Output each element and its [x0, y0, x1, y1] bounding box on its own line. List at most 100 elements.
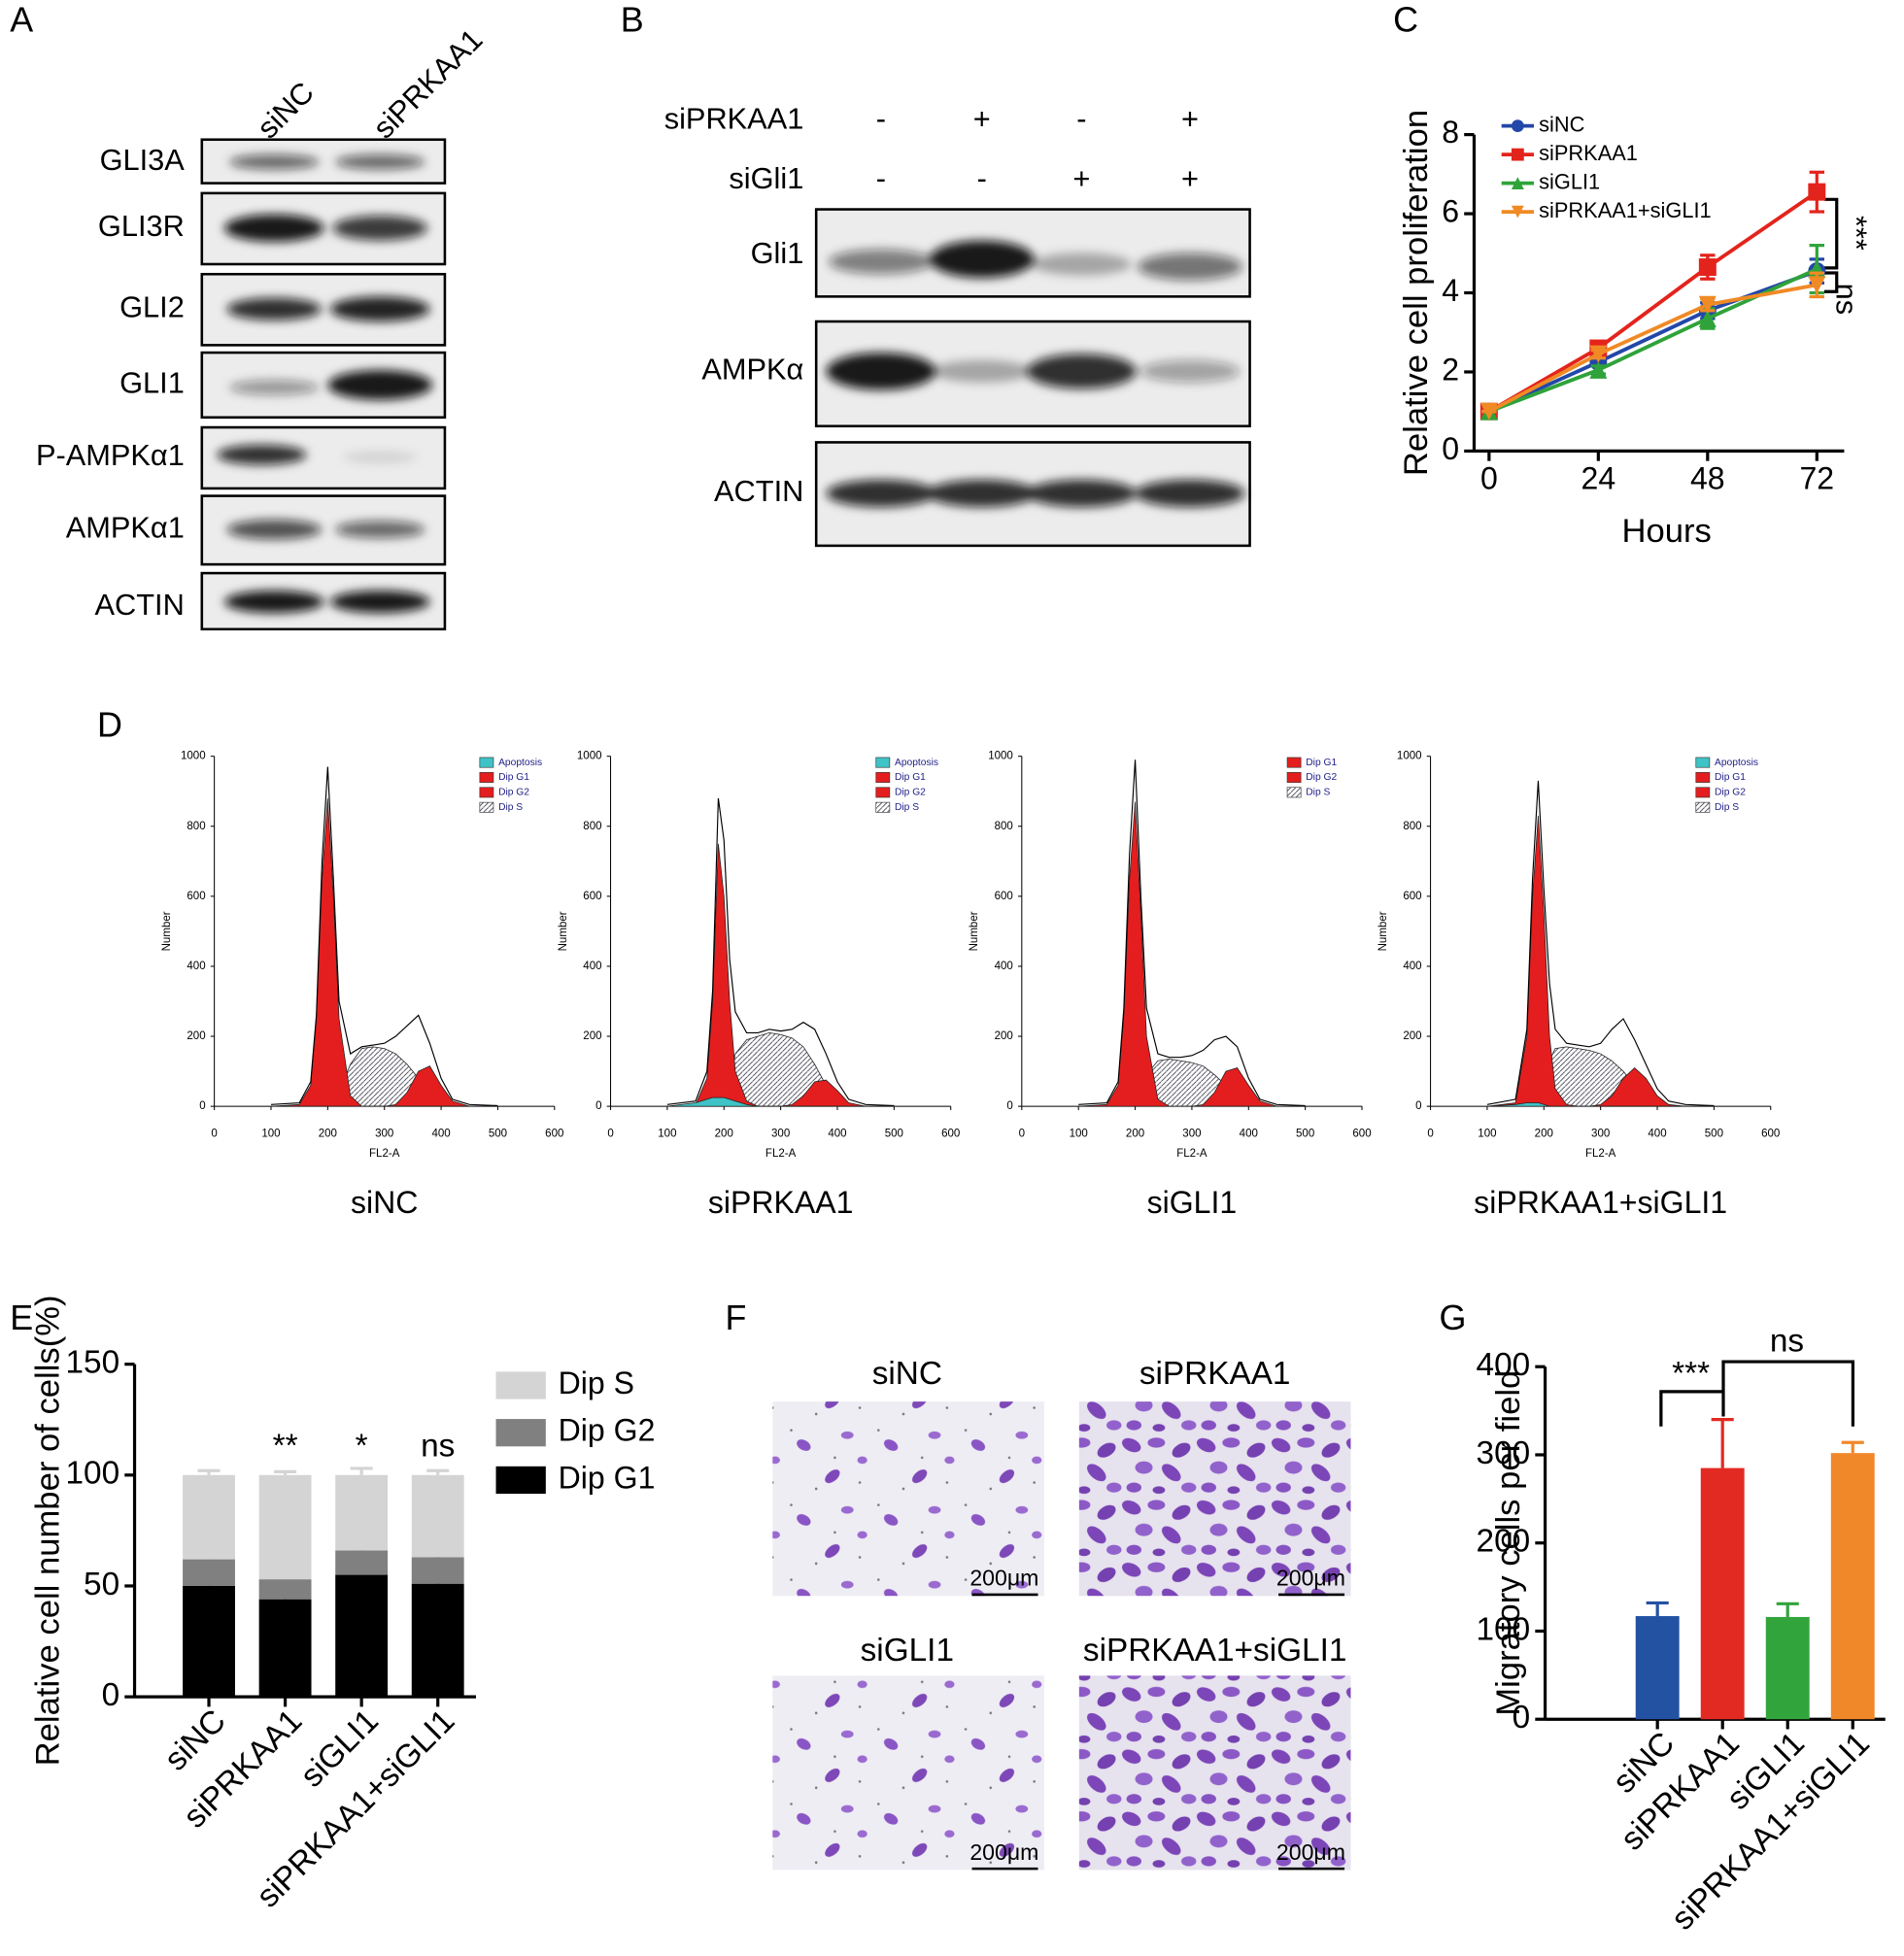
histogram-line [270, 766, 498, 1106]
bar-segment [183, 1585, 235, 1698]
legend-swatch [495, 1466, 546, 1495]
x-tick-label: 400 [1648, 1128, 1666, 1139]
marker [1589, 360, 1608, 379]
y-tick-label: 1000 [577, 751, 602, 762]
panel-label: D [97, 705, 122, 745]
y-tick-label: 200 [1477, 1524, 1531, 1560]
legend-label: siPRKAA1+siGLI1 [1539, 198, 1711, 222]
y-axis-label: Number [1377, 911, 1389, 951]
marker [1511, 148, 1524, 161]
row-label: P-AMPKα1 [36, 438, 185, 472]
legend-swatch [479, 787, 494, 798]
y-tick-label: 300 [1477, 1435, 1531, 1471]
legend-swatch [479, 801, 494, 813]
blot-a [200, 138, 447, 631]
sign: - [977, 161, 987, 195]
y-tick-label: 8 [1442, 115, 1459, 150]
y-tick-label: 150 [66, 1344, 120, 1380]
sign: + [1072, 161, 1090, 195]
marker [1698, 309, 1717, 327]
sign: - [1076, 102, 1086, 136]
x-axis-label: FL2-A [1176, 1148, 1207, 1160]
y-tick-label: 400 [187, 961, 205, 972]
y-tick-label: 100 [1477, 1611, 1531, 1647]
legend-swatch [875, 787, 891, 798]
marker [1479, 402, 1498, 421]
y-tick-label: 400 [995, 961, 1013, 972]
bar-segment [411, 1557, 464, 1584]
image-title: siPRKAA1 [1139, 1356, 1291, 1392]
row-label: ACTIN [95, 588, 185, 622]
bar [1700, 1467, 1745, 1720]
bar-segment [183, 1559, 235, 1586]
sign: + [1181, 102, 1199, 136]
scale-label: 200μm [969, 1566, 1038, 1591]
scale-label: 200μm [1276, 1839, 1345, 1865]
bar-segment [258, 1474, 312, 1580]
chart-caption: siNC [351, 1185, 418, 1220]
x-tick-label: 600 [1761, 1128, 1780, 1139]
panel-label: F [726, 1298, 747, 1337]
annotation: ns [1829, 284, 1863, 316]
y-tick-label: 1000 [988, 751, 1013, 762]
area [1078, 801, 1306, 1107]
legend-swatch [1286, 787, 1302, 798]
significance-bracket [1721, 1360, 1855, 1427]
bar [1830, 1453, 1875, 1720]
legend-label: Apoptosis [895, 758, 938, 768]
y-tick-label: 2 [1442, 352, 1459, 387]
lane-label: siNC [251, 75, 321, 145]
legend-label: Dip G2 [498, 788, 529, 798]
y-tick-label: 800 [187, 821, 205, 832]
annotation: * [356, 1428, 368, 1464]
row-label: GLI3A [100, 143, 186, 177]
histogram-line [666, 797, 895, 1106]
y-tick-label: 600 [583, 891, 601, 902]
panel-label: C [1393, 0, 1418, 40]
legend-swatch [1695, 757, 1711, 768]
annotation: ns [421, 1428, 455, 1464]
x-tick-label: 0 [211, 1128, 217, 1139]
x-tick-label: 100 [1070, 1128, 1088, 1139]
marker [1698, 258, 1717, 277]
y-tick-label: 200 [995, 1030, 1013, 1042]
legend-label: Dip G1 [1306, 758, 1337, 768]
y-tick-label: 0 [199, 1100, 205, 1112]
area [666, 1096, 895, 1107]
x-axis-label: FL2-A [765, 1148, 797, 1160]
legend-label: Dip G1 [559, 1460, 656, 1495]
legend-swatch [1695, 801, 1711, 813]
legend-label: Dip G1 [498, 772, 529, 783]
condition-label: siGli1 [729, 161, 803, 195]
legend-label: Dip G2 [1306, 772, 1337, 783]
y-tick-label: 800 [995, 821, 1013, 832]
annotation: *** [1672, 1356, 1710, 1392]
y-tick-label: 4 [1442, 273, 1459, 308]
y-axis-label: Number [558, 911, 569, 951]
bar-segment [183, 1474, 235, 1560]
chart-caption: siGLI1 [1147, 1185, 1238, 1220]
micrograph [1078, 1401, 1351, 1597]
x-tick-label: 72 [1799, 461, 1834, 496]
sign: - [876, 161, 886, 195]
line [1487, 190, 1819, 414]
x-tick-label: 0 [1480, 461, 1498, 496]
micrograph [772, 1401, 1044, 1597]
histogram-line [1078, 759, 1306, 1106]
y-axis-label: Relative cell number of cells(%) [29, 1295, 66, 1766]
chart-caption: siPRKAA1 [708, 1185, 854, 1220]
y-tick-label: 1000 [1397, 751, 1422, 762]
marker [1511, 119, 1524, 133]
legend-swatch [1695, 787, 1711, 798]
y-tick-label: 100 [66, 1456, 120, 1492]
y-tick-label: 50 [84, 1567, 119, 1602]
marker [1511, 177, 1524, 190]
bar-segment [258, 1579, 312, 1600]
row-label: ACTIN [714, 474, 803, 508]
image-title: siNC [872, 1356, 942, 1392]
y-tick-label: 1000 [181, 751, 206, 762]
row-label: GLI1 [119, 366, 185, 400]
x-tick-label: 24 [1581, 461, 1616, 496]
histogram-line [1486, 780, 1715, 1106]
x-tick-label: 600 [545, 1128, 563, 1139]
